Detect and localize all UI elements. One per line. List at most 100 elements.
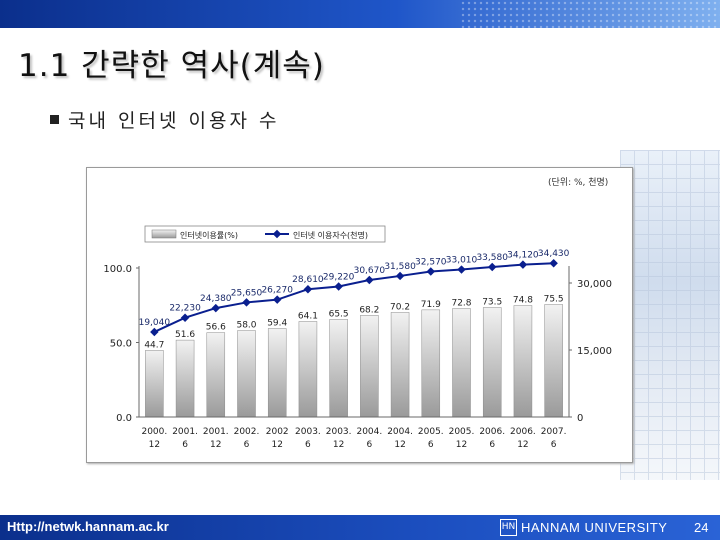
left-tick-label: 50.0 xyxy=(110,339,132,350)
bar xyxy=(329,319,348,418)
bar-value-label: 74.8 xyxy=(513,296,533,306)
x-tick-label: 2001. xyxy=(172,427,198,437)
bar xyxy=(237,330,256,418)
line-marker xyxy=(365,275,374,285)
x-tick-label-sub: 6 xyxy=(428,440,434,450)
chart-frame: 0.0 50.0 100.0 0 15,000 30,000 2000. 12 2001. 6 20… xyxy=(86,167,633,463)
legend-line-label: 인터넷 이용자수(천명) xyxy=(293,230,368,240)
line-value-label: 34,120 xyxy=(507,251,539,261)
slide-title: 1.1 간략한 역사(계속) xyxy=(18,48,325,84)
bar xyxy=(360,315,379,418)
x-tick-label: 2007. xyxy=(541,427,567,437)
bar xyxy=(421,309,441,418)
line-value-label: 24,380 xyxy=(200,294,232,304)
x-tick-label-sub: 6 xyxy=(244,440,250,450)
bar-value-label: 56.6 xyxy=(206,323,226,333)
bar-value-label: 70.2 xyxy=(390,302,410,312)
bar-value-label: 75.5 xyxy=(544,295,564,305)
x-tick-label-sub: 12 xyxy=(149,440,160,450)
x-tick-label: 2005. xyxy=(418,427,444,437)
bar xyxy=(206,332,226,418)
x-tick-label: 2004. xyxy=(387,427,413,437)
x-tick-label: 2004. xyxy=(356,427,382,437)
line-value-label: 33,010 xyxy=(446,256,478,266)
x-tick-label-sub: 12 xyxy=(394,440,405,450)
line-marker xyxy=(242,298,251,307)
bar-value-label: 58.0 xyxy=(236,321,256,331)
bar-value-label: 51.6 xyxy=(175,330,195,340)
bar xyxy=(482,307,502,418)
x-tick-label-sub: 6 xyxy=(489,440,495,450)
bar-value-label: 73.5 xyxy=(482,297,502,307)
x-tick-label-sub: 12 xyxy=(333,440,344,450)
footer-bar: Http://netwk.hannam.ac.kr HN HANNAM UNIV… xyxy=(0,515,720,540)
x-tick-label-sub: 6 xyxy=(305,440,311,450)
bar xyxy=(267,328,287,418)
bar xyxy=(390,312,410,418)
line-marker xyxy=(549,258,558,268)
line-marker xyxy=(303,284,313,294)
left-tick-label: 0.0 xyxy=(116,413,132,424)
bar-value-label: 68.2 xyxy=(359,305,379,315)
banner-pattern xyxy=(460,0,720,28)
right-tick-label: 15,000 xyxy=(577,346,612,357)
bar xyxy=(145,350,164,418)
x-tick-label-sub: 12 xyxy=(456,440,467,450)
left-tick-label: 100.0 xyxy=(103,264,132,275)
x-tick-label: 2003. xyxy=(295,427,321,437)
bar-value-label: 64.1 xyxy=(298,311,318,321)
line-marker xyxy=(426,267,436,276)
footer-university: HANNAM UNIVERSITY xyxy=(521,520,668,535)
line-marker xyxy=(487,262,497,272)
x-tick-label: 2002 xyxy=(266,427,289,437)
line-marker xyxy=(272,295,282,304)
line-marker xyxy=(457,265,466,274)
bar-value-label: 72.8 xyxy=(451,299,471,309)
bar xyxy=(298,321,318,418)
legend-bar-swatch xyxy=(151,229,177,239)
line-marker xyxy=(395,271,405,281)
bar-value-label: 71.9 xyxy=(421,300,441,310)
x-tick-label-sub: 6 xyxy=(182,440,188,450)
bar xyxy=(513,305,533,418)
internet-users-chart: 0.0 50.0 100.0 0 15,000 30,000 2000. 12 2001. 6 20… xyxy=(103,177,612,450)
line-marker xyxy=(211,303,221,313)
x-tick-label: 2003. xyxy=(326,427,352,437)
line-value-label: 33,580 xyxy=(476,253,508,263)
line-value-label: 34,430 xyxy=(538,249,570,259)
line-marker xyxy=(150,327,159,337)
top-banner xyxy=(0,0,720,28)
bar xyxy=(544,304,563,418)
x-tick-label-sub: 12 xyxy=(271,440,282,450)
legend-line-marker xyxy=(272,229,282,239)
bar xyxy=(175,339,195,418)
right-tick-label: 30,000 xyxy=(577,279,612,290)
unit-note: (단위: %, 천명) xyxy=(548,177,608,188)
page-number: 24 xyxy=(694,520,709,535)
university-logo-icon: HN xyxy=(500,519,517,536)
line-value-label: 19,040 xyxy=(139,318,171,328)
bullet-item: 국내 인터넷 이용자 수 xyxy=(50,106,279,133)
x-tick-label: 2006. xyxy=(510,427,536,437)
x-tick-label: 2001. xyxy=(203,427,229,437)
x-tick-label: 2000. xyxy=(141,427,167,437)
footer-url[interactable]: Http://netwk.hannam.ac.kr xyxy=(7,519,169,534)
x-tick-label-sub: 12 xyxy=(210,440,221,450)
line-value-label: 22,230 xyxy=(169,304,201,314)
decorative-grid xyxy=(620,150,720,480)
line-value-label: 29,220 xyxy=(323,272,355,282)
bullet-text: 국내 인터넷 이용자 수 xyxy=(68,110,280,132)
line-value-label: 32,570 xyxy=(415,258,447,268)
line-value-label: 26,270 xyxy=(261,286,293,296)
line-value-label: 30,670 xyxy=(354,266,386,276)
x-tick-label-sub: 6 xyxy=(366,440,372,450)
bar-value-label: 44.7 xyxy=(144,340,164,350)
bar-value-label: 65.5 xyxy=(329,309,349,319)
x-tick-label: 2006. xyxy=(479,427,505,437)
line-marker xyxy=(180,313,190,322)
bar-value-label: 59.4 xyxy=(267,318,287,328)
right-tick-label: 0 xyxy=(577,413,583,424)
x-tick-label: 2002. xyxy=(234,427,260,437)
x-tick-label-sub: 6 xyxy=(551,440,557,450)
x-tick-label: 2005. xyxy=(449,427,475,437)
